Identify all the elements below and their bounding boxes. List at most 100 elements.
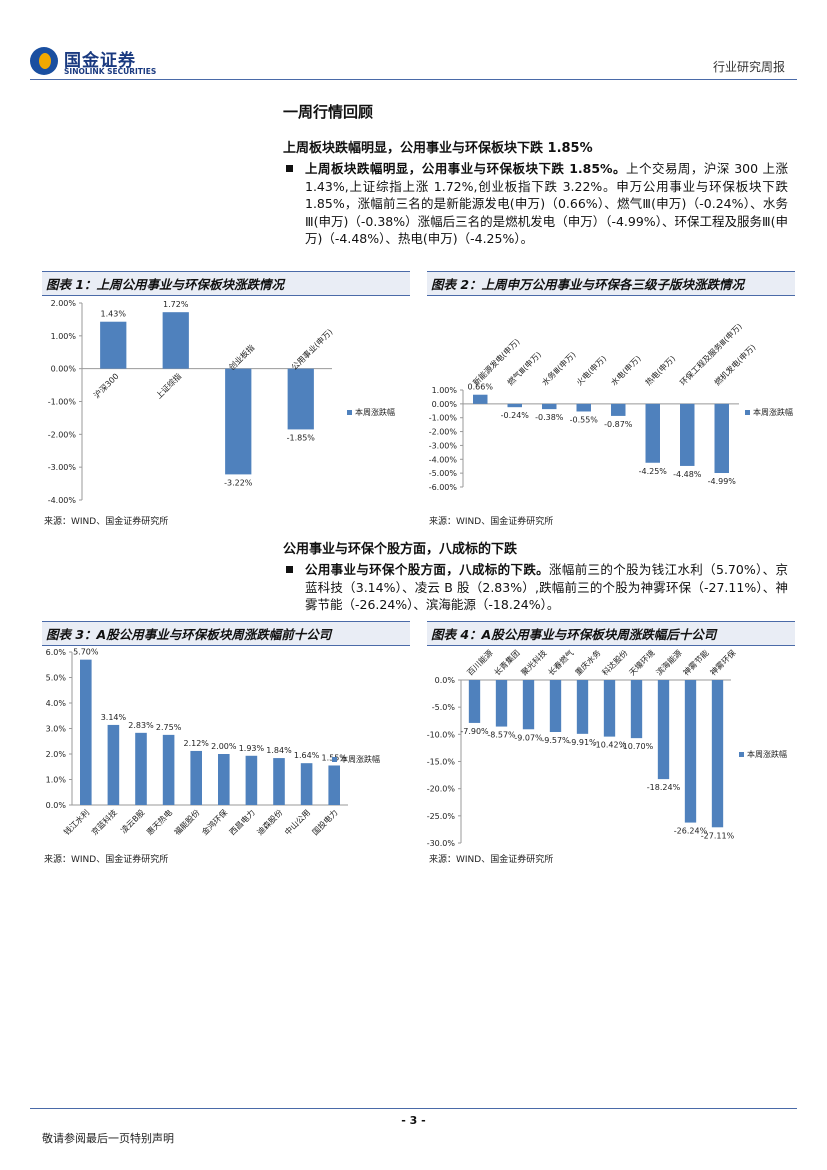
y-tick-label: -20.0% — [427, 785, 455, 794]
bar — [225, 368, 252, 475]
bar — [80, 659, 92, 805]
x-tick-label: 聚光科技 — [519, 648, 549, 678]
value-label: -10.42% — [593, 741, 627, 750]
bar — [273, 758, 285, 805]
bar — [507, 403, 522, 408]
y-tick-label: -30.0% — [427, 839, 455, 848]
x-tick-label: 西昌电力 — [227, 807, 257, 837]
bar — [684, 680, 697, 823]
value-label: -4.99% — [708, 477, 737, 486]
bar — [711, 680, 724, 828]
bar — [714, 403, 729, 474]
company: 国金证券 — [64, 51, 136, 71]
value-label: 1.43% — [101, 310, 127, 319]
x-tick-label: 京蓝科技 — [89, 807, 119, 837]
value-label: -0.55% — [570, 415, 599, 424]
bar — [603, 680, 616, 737]
chart-title: 图表 1：上周公用事业与环保板块涨跌情况 — [42, 271, 410, 296]
source: 来源：WIND、国金证券研究所 — [44, 517, 169, 527]
chart: 1.00% 0.00% -1.00% -2.00% -3.00% -4.00% -5.00%… — [429, 321, 793, 492]
legend-swatch — [739, 752, 744, 757]
y-tick-label: 4.0% — [46, 699, 67, 708]
footer-rule — [30, 1108, 797, 1109]
company-en: SINOLINK SECURITIES — [64, 67, 157, 76]
x-tick-label: 福能股份 — [172, 807, 202, 837]
y-tick-label: 0.0% — [46, 801, 67, 810]
y-tick-label: 1.00% — [432, 386, 458, 395]
y-tick-label: -3.00% — [429, 441, 458, 450]
value-label: 1.72% — [163, 300, 189, 309]
y-tick-label: -2.00% — [429, 428, 458, 437]
value-label: 2.75% — [156, 723, 182, 732]
x-tick-label: 沪深300 — [91, 371, 120, 400]
x-tick-label: 火电(申万) — [574, 353, 608, 387]
value-label: -1.85% — [287, 433, 316, 442]
y-tick-label: -4.00% — [48, 496, 77, 505]
bar — [522, 680, 535, 730]
value-label: 5.70% — [73, 648, 99, 657]
chart-title: 图表 4：A股公用事业与环保板块周涨跌幅后十公司 — [427, 621, 795, 646]
section-title: 一周行情回顾 — [283, 103, 374, 121]
value-label: 0.66% — [468, 383, 494, 392]
bar — [630, 680, 643, 739]
y-tick-label: 1.0% — [46, 776, 67, 785]
bar — [162, 734, 175, 805]
value-label: 1.93% — [239, 744, 265, 753]
y-tick-label: -1.00% — [429, 414, 458, 423]
logo — [30, 47, 58, 75]
report-type: 行业研究周报 — [712, 60, 785, 74]
disclaimer: 敬请参阅最后一页特别声明 — [42, 1132, 174, 1145]
legend-label: 本周涨跌幅 — [747, 749, 787, 759]
bar — [495, 680, 508, 727]
bar — [576, 680, 589, 734]
value-label: -0.38% — [535, 413, 564, 422]
chart: 0.0% -5.0% -10.0% -15.0% -20.0% -25.0% -30.0% -… — [427, 648, 787, 848]
chart-title: 图表 2：上周申万公用事业与环保各三级子版块涨跌情况 — [427, 271, 795, 296]
bar — [190, 750, 202, 805]
bar — [300, 763, 313, 805]
y-tick-label: 3.0% — [46, 725, 67, 734]
bullet-lead: 公用事业与环保个股方面，八成标的下跌。 — [305, 562, 550, 577]
x-tick-label: 重庆水务 — [573, 648, 603, 678]
y-tick-label: 0.00% — [432, 400, 458, 409]
chart: 6.0% 5.0% 4.0% 3.0% 2.0% 1.0% 0.0% 5.70% 钱江水利 3.1… — [46, 648, 380, 837]
heading: 公用事业与环保个股方面，八成标的下跌 — [283, 542, 518, 557]
bar — [576, 403, 591, 412]
bullet: 公用事业与环保个股方面，八成标的下跌。涨幅前三的个股为钱江水利（5.70%）、京… — [283, 561, 788, 614]
y-tick-label: 2.0% — [46, 750, 67, 759]
chart-title: 图表 3：A股公用事业与环保板块周涨跌幅前十公司 — [42, 621, 410, 646]
value-label: -9.57% — [541, 736, 570, 745]
value-label: -0.24% — [501, 411, 530, 420]
bar — [549, 680, 562, 732]
legend-label: 本周涨跌幅 — [340, 754, 380, 764]
x-tick-label: 钱江水利 — [62, 807, 92, 837]
x-tick-label: 天壕环境 — [627, 648, 657, 678]
bullet: 上周板块跌幅明显，公用事业与环保板块下跌 1.85%。上个交易周，沪深 300 … — [283, 160, 788, 248]
x-tick-label: 滨海能源 — [654, 648, 684, 678]
x-tick-label: 国投电力 — [310, 807, 340, 837]
y-tick-label: -3.00% — [48, 463, 77, 472]
x-tick-label: 神雾环保 — [708, 648, 738, 678]
legend-swatch — [347, 410, 352, 415]
value-label: 1.64% — [294, 751, 320, 760]
y-tick-label: 5.0% — [46, 674, 67, 683]
bar — [611, 403, 626, 416]
bar — [657, 680, 670, 780]
value-label: -26.24% — [674, 827, 708, 836]
bar — [135, 732, 147, 805]
x-tick-label: 燃气Ⅲ(申万) — [505, 349, 543, 387]
value-label: -10.70% — [620, 742, 654, 751]
x-tick-label: 神雾节能 — [681, 648, 711, 678]
x-tick-label: 百川能源 — [465, 648, 495, 678]
header-rule — [30, 79, 797, 80]
x-tick-label: 中山公用 — [282, 807, 312, 837]
bullet-text: 涨幅前三的个股为钱江水利（5.70%）、京蓝科技（3.14%）、凌云 B 股（2… — [305, 562, 788, 612]
bar — [473, 394, 488, 404]
bar — [287, 368, 314, 430]
value-label: -27.11% — [701, 831, 735, 840]
bar — [107, 724, 120, 805]
page-number: - 3 - — [401, 1114, 426, 1127]
heading: 上周板块跌幅明显，公用事业与环保板块下跌 1.85% — [283, 141, 593, 156]
value-label: -18.24% — [647, 783, 681, 792]
